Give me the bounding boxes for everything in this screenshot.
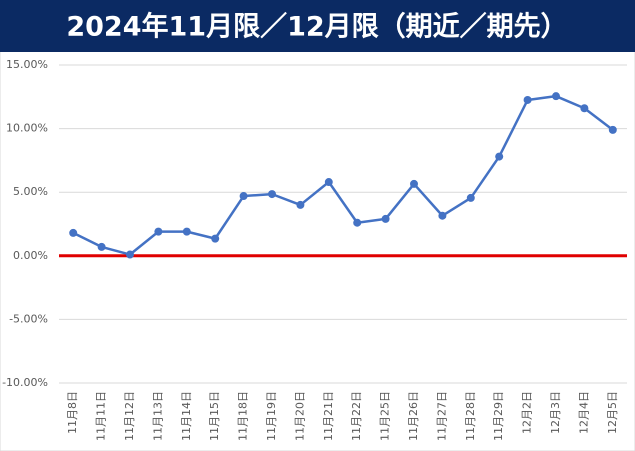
x-tick-label: 11月12日 xyxy=(123,391,136,441)
data-point xyxy=(296,200,305,209)
x-tick-label: 11月15日 xyxy=(208,391,221,441)
title-bar xyxy=(0,0,635,52)
x-tick-label: 12月5日 xyxy=(606,391,619,434)
data-point xyxy=(211,234,220,243)
data-point xyxy=(353,218,362,227)
x-tick-label: 11月20日 xyxy=(293,391,306,441)
data-point xyxy=(495,152,504,161)
x-tick-label: 11月21日 xyxy=(322,391,335,441)
y-tick-label: -5.00% xyxy=(9,312,48,325)
x-tick-label: 11月27日 xyxy=(435,391,448,441)
data-point xyxy=(126,250,134,259)
data-point xyxy=(552,92,560,101)
x-tick-label: 11月11日 xyxy=(95,391,108,441)
data-point xyxy=(438,211,447,220)
data-point xyxy=(608,125,617,134)
x-tick-label: 11月8日 xyxy=(66,391,79,434)
data-point xyxy=(523,95,532,104)
x-tick-label: 11月25日 xyxy=(379,391,392,441)
data-point xyxy=(69,228,78,237)
x-tick-label: 11月26日 xyxy=(407,391,420,441)
chart-title: 2024年11月限／12月限（期近／期先） xyxy=(66,11,567,43)
x-tick-label: 11月13日 xyxy=(151,391,164,441)
y-tick-label: 0.00% xyxy=(13,249,48,262)
data-point xyxy=(239,192,248,201)
x-tick-label: 11月22日 xyxy=(350,391,363,441)
x-tick-label: 11月14日 xyxy=(180,391,193,441)
data-point xyxy=(580,104,589,113)
y-tick-label: -10.00% xyxy=(2,376,48,389)
data-point xyxy=(268,190,276,199)
data-point xyxy=(410,179,418,188)
x-tick-label: 12月2日 xyxy=(521,391,534,434)
x-tick-label: 11月29日 xyxy=(492,391,505,441)
data-point xyxy=(466,193,475,202)
y-tick-label: 10.00% xyxy=(6,122,48,135)
series-line xyxy=(72,94,614,256)
data-point xyxy=(381,214,390,223)
x-tick-label: 11月18日 xyxy=(237,391,250,441)
data-point xyxy=(324,178,333,187)
x-tick-label: 12月4日 xyxy=(577,391,590,434)
y-tick-label: 5.00% xyxy=(13,185,48,198)
data-point xyxy=(182,227,191,236)
y-tick-label: 15.00% xyxy=(6,58,48,71)
x-tick-label: 12月3日 xyxy=(549,391,562,434)
data-point xyxy=(97,242,106,251)
x-tick-label: 11月28日 xyxy=(464,391,477,441)
x-tick-label: 11月19日 xyxy=(265,391,278,441)
data-point xyxy=(154,227,163,236)
